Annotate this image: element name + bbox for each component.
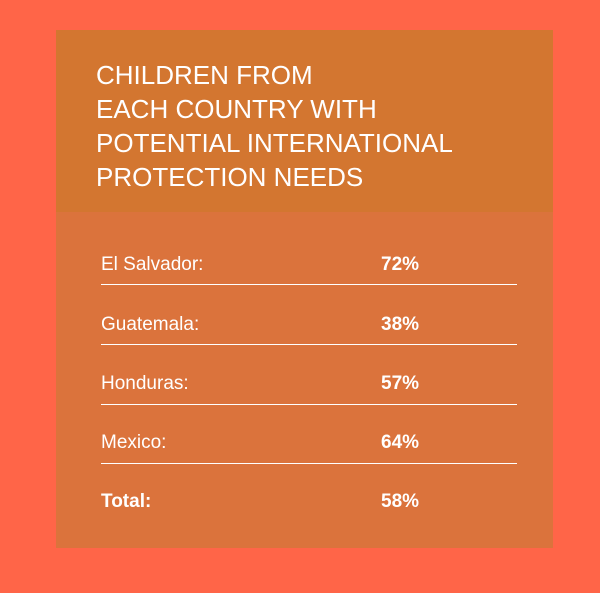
- table-row-el-salvador: El Salvador: 72%: [101, 250, 517, 280]
- card-title-line-4: PROTECTION NEEDS: [96, 162, 364, 192]
- card-title-line-2: EACH COUNTRY WITH: [96, 94, 377, 124]
- row-value: 72%: [381, 254, 420, 275]
- row-label: Guatemala:: [101, 314, 200, 335]
- row-label: Mexico:: [101, 432, 167, 453]
- row-label-total: Total:: [101, 491, 152, 512]
- card-title-line-1: CHILDREN FROM: [96, 60, 313, 90]
- card-header: CHILDREN FROM EACH COUNTRY WITH POTENTIA…: [56, 30, 553, 212]
- row-value: 64%: [381, 432, 420, 453]
- table-row-guatemala: Guatemala: 38%: [101, 310, 517, 340]
- card-title-line-3: POTENTIAL INTERNATIONAL: [96, 128, 453, 158]
- table-row-mexico: Mexico: 64%: [101, 428, 517, 458]
- row-label: Honduras:: [101, 373, 189, 394]
- row-label: El Salvador:: [101, 254, 204, 275]
- row-divider: [101, 344, 517, 345]
- table-row-total: Total: 58%: [101, 487, 517, 517]
- stats-card: CHILDREN FROM EACH COUNTRY WITH POTENTIA…: [56, 30, 553, 548]
- row-value: 38%: [381, 314, 420, 335]
- row-divider: [101, 463, 517, 464]
- row-value-total: 58%: [381, 491, 420, 512]
- row-divider: [101, 404, 517, 405]
- row-value: 57%: [381, 373, 420, 394]
- table-row-honduras: Honduras: 57%: [101, 369, 517, 399]
- row-divider: [101, 284, 517, 285]
